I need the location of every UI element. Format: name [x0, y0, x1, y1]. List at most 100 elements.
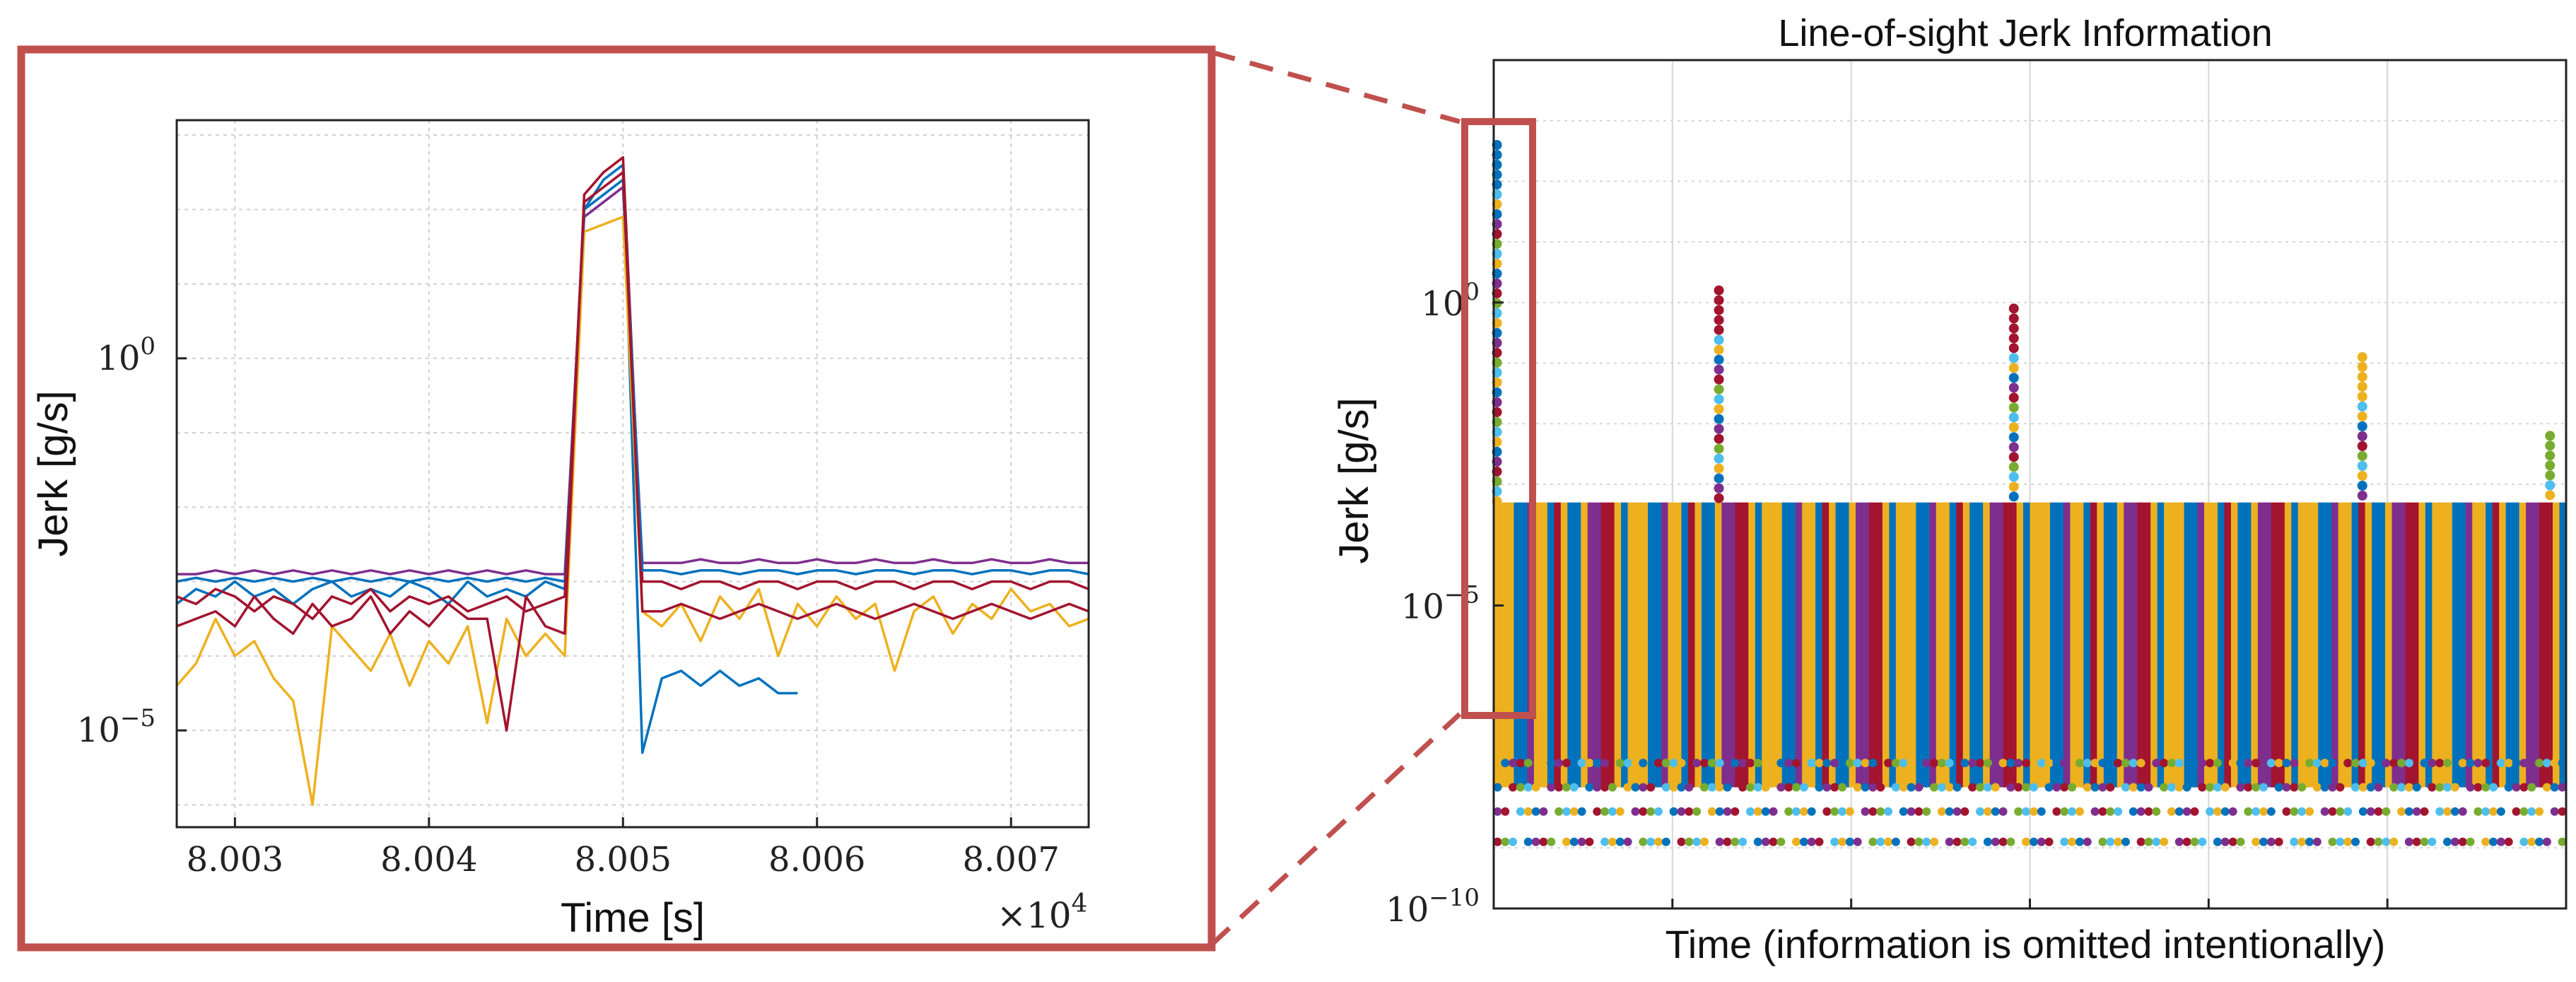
overview-floor-point: [2075, 807, 2084, 816]
overview-band-column: [2049, 502, 2058, 788]
zoom-x-multiplier: ×104: [997, 889, 1087, 936]
overview-band-column: [2003, 502, 2010, 788]
overview-floor-point: [2274, 783, 2283, 792]
overview-floor-point: [1745, 783, 1755, 792]
overview-floor-point: [1531, 807, 1540, 816]
overview-spike-point: [1714, 384, 1724, 394]
overview-floor-point: [2366, 807, 2375, 816]
overview-floor-point: [2075, 759, 2084, 768]
overview-band-column: [1621, 502, 1629, 788]
overview-floor-point: [2029, 783, 2038, 792]
overview-floor-point: [2220, 837, 2230, 846]
overview-floor-point: [2037, 837, 2046, 846]
overview-band-column: [1768, 502, 1776, 788]
overview-band-column: [2358, 502, 2366, 788]
overview-band-column: [1835, 502, 1843, 788]
overview-band-column: [2110, 502, 2118, 788]
overview-floor-point: [1600, 837, 1610, 846]
overview-spike-point: [2545, 431, 2555, 441]
overview-floor-point: [1868, 783, 1878, 792]
zoom-axes-box: [175, 119, 1090, 829]
overview-floor-point: [1891, 759, 1900, 768]
overview-band-column: [2204, 502, 2212, 788]
overview-floor-point: [1639, 759, 1648, 768]
overview-floor-point: [1845, 837, 1854, 846]
overview-spike-point: [1714, 315, 1724, 325]
overview-floor-point: [2412, 807, 2421, 816]
overview-floor-point: [1792, 807, 1801, 816]
overview-floor-point: [1876, 783, 1885, 792]
overview-spike-point: [1714, 364, 1724, 375]
overview-band-column: [2083, 502, 2091, 788]
overview-band-column: [1943, 502, 1950, 788]
overview-floor-point: [1884, 759, 1893, 768]
overview-band-column: [1829, 502, 1837, 788]
overview-floor-point: [1631, 807, 1640, 816]
overview-floor-point: [2542, 837, 2551, 846]
overview-floor-point: [2404, 807, 2413, 816]
overview-floor-point: [1707, 807, 1716, 816]
overview-floor-point: [2443, 759, 2452, 768]
overview-floor-point: [2266, 807, 2276, 816]
overview-spike-point: [1714, 404, 1724, 414]
overview-floor-point: [1692, 837, 1702, 846]
overview-floor-point: [2274, 759, 2283, 768]
overview-spike-point: [2545, 480, 2555, 491]
overview-floor-point: [2496, 759, 2505, 768]
overview-floor-point: [1509, 759, 1518, 768]
overview-floor-point: [2029, 807, 2038, 816]
overview-band-column: [1909, 502, 1916, 788]
overview-band-column: [2150, 502, 2158, 788]
overview-floor-point: [1608, 837, 1617, 846]
overview-floor-point: [1615, 759, 1624, 768]
overview-floor-point: [2213, 807, 2222, 816]
overview-floor-point: [1761, 807, 1770, 816]
overview-floor-point: [2182, 837, 2191, 846]
overview-floor-point: [1822, 759, 1832, 768]
overview-band-column: [2512, 502, 2520, 788]
overview-band-column: [2532, 502, 2540, 788]
overview-floor-point: [2481, 807, 2490, 816]
overview-floor-point: [2090, 783, 2100, 792]
overview-floor-point: [1493, 837, 1502, 846]
overview-floor-point: [1577, 807, 1586, 816]
overview-floor-point: [1937, 759, 1946, 768]
overview-floor-point: [2527, 807, 2536, 816]
overview-band-column: [2398, 502, 2406, 788]
overview-floor-point: [2297, 783, 2307, 792]
overview-floor-point: [1493, 783, 1502, 792]
overview-floor-point: [1493, 807, 1502, 816]
overview-floor-point: [2083, 783, 2092, 792]
overview-floor-point: [2290, 759, 2299, 768]
overview-floor-point: [1738, 759, 1747, 768]
overview-floor-point: [2144, 807, 2153, 816]
overview-floor-point: [1669, 783, 1678, 792]
overview-floor-point: [1653, 837, 1663, 846]
overview-floor-point: [2075, 837, 2084, 846]
overview-floor-point: [1685, 837, 1694, 846]
overview-floor-point: [2473, 783, 2483, 792]
overview-floor-point: [1899, 759, 1908, 768]
overview-floor-point: [2098, 783, 2107, 792]
overview-band-column: [2331, 502, 2339, 788]
overview-band-column: [1600, 502, 1608, 788]
overview-band-column: [2097, 502, 2104, 788]
overview-band-column: [2499, 502, 2507, 788]
overview-floor-point: [2290, 807, 2299, 816]
overview-floor-point: [1799, 807, 1808, 816]
overview-floor-point: [2397, 759, 2406, 768]
overview-floor-point: [1723, 783, 1732, 792]
overview-floor-point: [2458, 807, 2467, 816]
overview-spike-point: [2008, 462, 2019, 472]
overview-floor-point: [2366, 759, 2375, 768]
overview-floor-point: [2412, 837, 2421, 846]
overview-band-column: [2157, 502, 2165, 788]
overview-spike-point: [1714, 423, 1724, 434]
overview-band-column: [2378, 502, 2386, 788]
overview-band-column: [1755, 502, 1762, 788]
overview-floor-point: [1945, 759, 1954, 768]
overview-floor-point: [2389, 837, 2399, 846]
overview-spike-point: [1714, 344, 1724, 355]
overview-floor-point: [2029, 837, 2038, 846]
overview-floor-point: [2060, 837, 2069, 846]
